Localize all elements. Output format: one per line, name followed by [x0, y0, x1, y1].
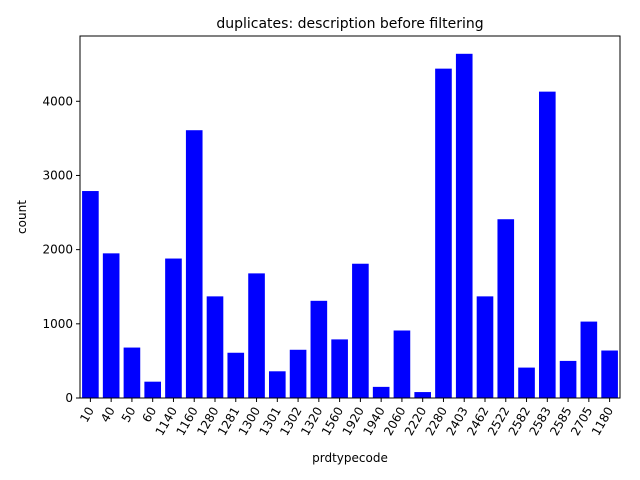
plot-frame: [79, 35, 621, 399]
x-tick-label: 50: [119, 405, 139, 425]
bar-60: [144, 381, 161, 398]
bar-1302: [289, 349, 307, 398]
bar-1280: [206, 296, 224, 398]
bars-group: [82, 53, 618, 399]
bar-2060: [393, 330, 411, 398]
y-tick-label: 4000: [42, 94, 73, 108]
bar-1140: [165, 258, 182, 398]
x-tick-label: 60: [140, 405, 160, 425]
bar-1920: [352, 263, 369, 398]
bar-2705: [580, 321, 598, 398]
x-tick-label: 1180: [589, 405, 616, 438]
y-tick-label: 0: [65, 391, 73, 405]
x-axis-label: prdtypecode: [312, 451, 388, 465]
x-axis: 10 40 50 6011401160128012811300130113021320…: [77, 398, 616, 438]
y-tick-label: 1000: [42, 317, 73, 331]
bar-2582: [518, 367, 535, 398]
bar-1560: [331, 339, 348, 398]
y-tick-label: 2000: [42, 243, 73, 257]
bar-2583: [539, 91, 556, 398]
bar-2220: [414, 392, 431, 398]
bar-1940: [372, 386, 390, 398]
chart-title: duplicates: description before filtering: [216, 16, 483, 32]
bar-40: [102, 253, 120, 398]
bar-1301: [269, 371, 286, 398]
x-tick-label: 40: [98, 405, 118, 425]
bar-1180: [601, 350, 618, 398]
bar-1160: [185, 130, 203, 398]
y-axis-label: count: [15, 200, 29, 234]
bar-2280: [435, 68, 452, 398]
bar-2522: [497, 219, 515, 398]
y-tick-label: 3000: [42, 168, 73, 182]
bar-50: [123, 347, 141, 398]
bar-2462: [476, 296, 494, 398]
y-axis: 0 1000 2000 3000 4000: [42, 94, 80, 405]
bar-10: [82, 191, 99, 398]
x-tick-label: 10: [77, 405, 97, 425]
bar-1300: [248, 273, 265, 398]
bar-2403: [455, 53, 473, 399]
bar-1320: [310, 300, 328, 398]
bar-2585: [559, 360, 577, 398]
bar-1281: [227, 352, 245, 398]
